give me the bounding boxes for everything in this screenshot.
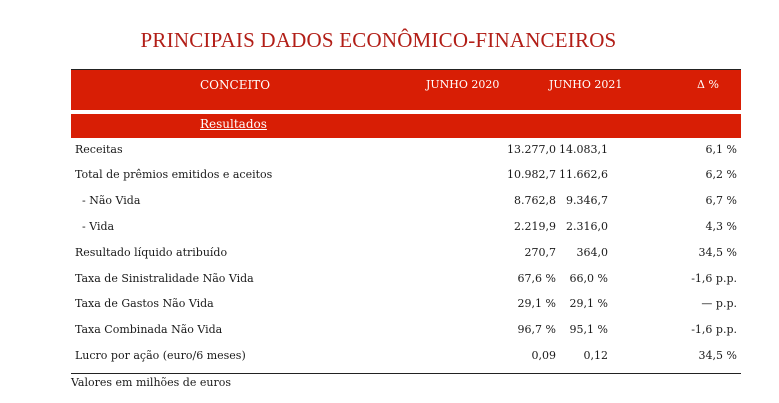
row-value-delta: 6,7 % — [705, 194, 737, 207]
row-value-2021: 95,1 % — [569, 323, 608, 336]
table-header-band — [71, 70, 741, 110]
row-value-2020: 270,7 — [524, 246, 557, 259]
row-label: Total de prêmios emitidos e aceitos — [75, 168, 273, 181]
row-value-delta: 34,5 % — [698, 349, 737, 362]
row-value-2020: 8.762,8 — [514, 194, 556, 207]
table-header-separator — [71, 110, 741, 114]
row-value-2020: 29,1 % — [517, 297, 556, 310]
row-label: Lucro por ação (euro/6 meses) — [75, 349, 246, 362]
row-label: - Não Vida — [75, 194, 141, 207]
row-value-2020: 10.982,7 — [507, 168, 556, 181]
row-value-2021: 364,0 — [576, 246, 609, 259]
row-label: Receitas — [75, 143, 123, 156]
column-header-june-2021: JUNHO 2021 — [549, 78, 623, 91]
page-title: PRINCIPAIS DADOS ECONÔMICO-FINANCEIROS — [0, 28, 779, 53]
table-row: Resultado líquido atribuído 270,7 364,0 … — [71, 246, 741, 264]
row-value-delta: 6,1 % — [705, 143, 737, 156]
table-bottom-border — [71, 373, 741, 374]
row-label: Taxa de Sinistralidade Não Vida — [75, 272, 254, 285]
row-value-2021: 9.346,7 — [566, 194, 608, 207]
page-title-text: PRINCIPAIS DADOS ECONÔMICO-FINANCEIROS — [140, 28, 617, 52]
row-value-2021: 0,12 — [583, 349, 609, 362]
row-value-delta: -1,6 p.p. — [691, 323, 737, 336]
table-row: Receitas 13.277,0 14.083,1 6,1 % — [71, 143, 741, 161]
row-value-2020: 0,09 — [531, 349, 557, 362]
row-value-2020: 2.219,9 — [514, 220, 556, 233]
row-value-delta: -1,6 p.p. — [691, 272, 737, 285]
row-value-2021: 66,0 % — [569, 272, 608, 285]
row-label: Resultado líquido atribuído — [75, 246, 228, 259]
row-value-delta: — p.p. — [701, 297, 737, 310]
column-header-delta: Δ % — [697, 78, 719, 91]
table-row: Taxa de Gastos Não Vida 29,1 % 29,1 % — … — [71, 297, 741, 315]
row-label: - Vida — [75, 220, 115, 233]
table-row: Taxa Combinada Não Vida 96,7 % 95,1 % -1… — [71, 323, 741, 341]
section-header-band — [71, 114, 741, 138]
row-value-delta: 4,3 % — [705, 220, 737, 233]
column-header-concept: CONCEITO — [200, 78, 271, 92]
table-row: Taxa de Sinistralidade Não Vida 67,6 % 6… — [71, 272, 741, 290]
row-value-2021: 29,1 % — [569, 297, 608, 310]
row-value-2021: 11.662,6 — [559, 168, 608, 181]
row-value-2020: 67,6 % — [517, 272, 556, 285]
table-row: - Não Vida 8.762,8 9.346,7 6,7 % — [71, 194, 741, 212]
row-value-delta: 6,2 % — [705, 168, 737, 181]
row-value-delta: 34,5 % — [698, 246, 737, 259]
row-value-2021: 2.316,0 — [566, 220, 608, 233]
table-row: Lucro por ação (euro/6 meses) 0,09 0,12 … — [71, 349, 741, 367]
row-value-2020: 96,7 % — [517, 323, 556, 336]
row-value-2020: 13.277,0 — [507, 143, 556, 156]
row-value-2021: 14.083,1 — [559, 143, 608, 156]
footnote: Valores em milhões de euros — [71, 376, 231, 389]
table-row: - Vida 2.219,9 2.316,0 4,3 % — [71, 220, 741, 238]
row-label: Taxa de Gastos Não Vida — [75, 297, 214, 310]
table-top-border — [71, 69, 741, 70]
table-row: Total de prêmios emitidos e aceitos 10.9… — [71, 168, 741, 186]
column-header-june-2020: JUNHO 2020 — [426, 78, 500, 91]
row-label: Taxa Combinada Não Vida — [75, 323, 223, 336]
section-label-results: Resultados — [200, 117, 267, 131]
